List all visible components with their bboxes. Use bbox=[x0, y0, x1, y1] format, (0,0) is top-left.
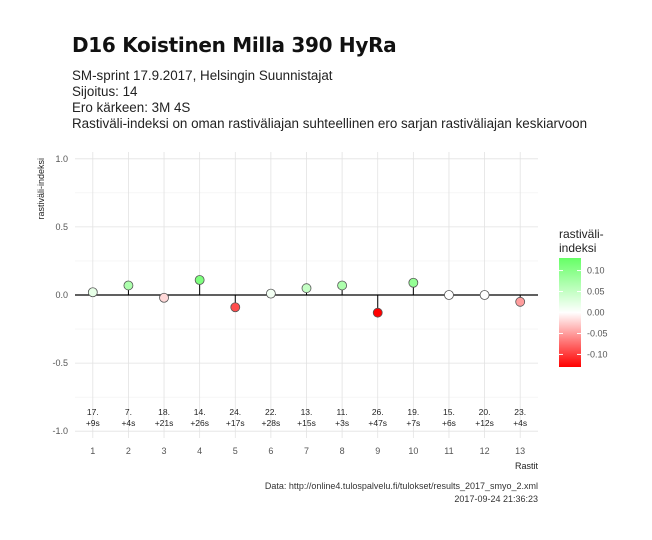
point-labels: 17.+9s7.+4s18.+21s14.+26s24.+17s22.+28s1… bbox=[86, 407, 527, 428]
diff-label: +47s bbox=[368, 418, 387, 428]
data-point bbox=[194, 275, 205, 285]
x-tick-label: 2 bbox=[126, 446, 131, 456]
rank-label: 17. bbox=[87, 407, 99, 417]
x-tick-label: 9 bbox=[375, 446, 380, 456]
subtitle-description: Rastiväli-indeksi on oman rastiväliajan … bbox=[72, 116, 588, 131]
rank-label: 19. bbox=[407, 407, 419, 417]
rank-label: 14. bbox=[194, 407, 206, 417]
y-tick-label: -0.5 bbox=[52, 358, 68, 368]
diff-label: +28s bbox=[262, 418, 281, 428]
x-axis-title: Rastit bbox=[515, 461, 539, 471]
x-tick-label: 3 bbox=[162, 446, 167, 456]
data-point bbox=[87, 287, 98, 298]
rank-label: 18. bbox=[158, 407, 170, 417]
data-point bbox=[479, 290, 490, 300]
y-tick-label: 0.5 bbox=[55, 222, 68, 232]
x-tick-label: 7 bbox=[304, 446, 309, 456]
y-tick-label: 0.0 bbox=[55, 290, 68, 300]
legend-tick-label: -0.10 bbox=[587, 349, 608, 359]
diff-label: +7s bbox=[406, 418, 420, 428]
x-tick-label: 4 bbox=[197, 446, 202, 456]
rank-label: 13. bbox=[301, 407, 313, 417]
subtitle-placement: Sijoitus: 14 bbox=[72, 84, 138, 99]
rank-label: 26. bbox=[372, 407, 384, 417]
legend-title-line-2: indeksi bbox=[559, 241, 596, 255]
diff-label: +17s bbox=[226, 418, 245, 428]
diff-label: +12s bbox=[475, 418, 494, 428]
chart-title: D16 Koistinen Milla 390 HyRa bbox=[72, 33, 397, 57]
legend-tick-label: 0.10 bbox=[587, 266, 605, 276]
legend-title-line-1: rastiväli- bbox=[559, 227, 604, 241]
diff-label: +6s bbox=[442, 418, 456, 428]
rank-label: 15. bbox=[443, 407, 455, 417]
subtitle-gap: Ero kärkeen: 3M 4S bbox=[72, 100, 191, 115]
x-tick-label: 13 bbox=[515, 446, 525, 456]
x-tick-label: 1 bbox=[90, 446, 95, 456]
data-point bbox=[515, 296, 526, 307]
diff-label: +4s bbox=[513, 418, 527, 428]
rank-label: 23. bbox=[514, 407, 526, 417]
rank-label: 20. bbox=[479, 407, 491, 417]
subtitle-event: SM-sprint 17.9.2017, Helsingin Suunnista… bbox=[72, 68, 333, 83]
y-tick-label: 1.0 bbox=[55, 154, 68, 164]
axes: 1.00.50.0-0.5-1.01 2 3 4 5 6 7 8 9 10 11 12 13Rastit… bbox=[36, 154, 538, 471]
data-point bbox=[265, 288, 276, 299]
points bbox=[87, 275, 526, 318]
rank-label: 7. bbox=[125, 407, 132, 417]
rank-label: 11. bbox=[337, 407, 348, 417]
data-point bbox=[372, 307, 383, 318]
data-point bbox=[408, 277, 419, 288]
data-point bbox=[444, 290, 454, 300]
data-point bbox=[230, 302, 241, 313]
y-axis-title: rastiväli-indeksi bbox=[36, 158, 46, 220]
rank-label: 24. bbox=[229, 407, 241, 417]
y-tick-label: -1.0 bbox=[52, 426, 68, 436]
diff-label: +9s bbox=[86, 418, 100, 428]
data-point bbox=[337, 280, 348, 291]
data-point bbox=[159, 292, 169, 303]
timestamp-caption: 2017-09-24 21:36:23 bbox=[454, 494, 538, 504]
grid-lines bbox=[75, 152, 538, 438]
legend-tick-label: -0.05 bbox=[587, 328, 608, 338]
data-point bbox=[301, 283, 312, 294]
x-tick-label: 10 bbox=[408, 446, 418, 456]
x-tick-label: 11 bbox=[444, 446, 453, 456]
diff-label: +3s bbox=[335, 418, 349, 428]
diff-label: +21s bbox=[155, 418, 174, 428]
diff-label: +26s bbox=[190, 418, 209, 428]
rank-label: 22. bbox=[265, 407, 277, 417]
legend-colorbar bbox=[559, 258, 581, 367]
x-tick-label: 12 bbox=[480, 446, 490, 456]
x-tick-label: 8 bbox=[340, 446, 345, 456]
x-tick-label: 6 bbox=[268, 446, 273, 456]
data-point bbox=[123, 280, 134, 291]
legend: rastiväli-indeksi 0.10 0.05 0.00 -0.05 -0.10 bbox=[559, 227, 608, 367]
x-tick-label: 5 bbox=[233, 446, 238, 456]
data-source-caption: Data: http://online4.tulospalvelu.fi/tul… bbox=[264, 481, 538, 491]
legend-tick-label: 0.05 bbox=[587, 287, 605, 297]
diff-label: +15s bbox=[297, 418, 316, 428]
legend-tick-label: 0.00 bbox=[587, 308, 605, 318]
diff-label: +4s bbox=[121, 418, 135, 428]
